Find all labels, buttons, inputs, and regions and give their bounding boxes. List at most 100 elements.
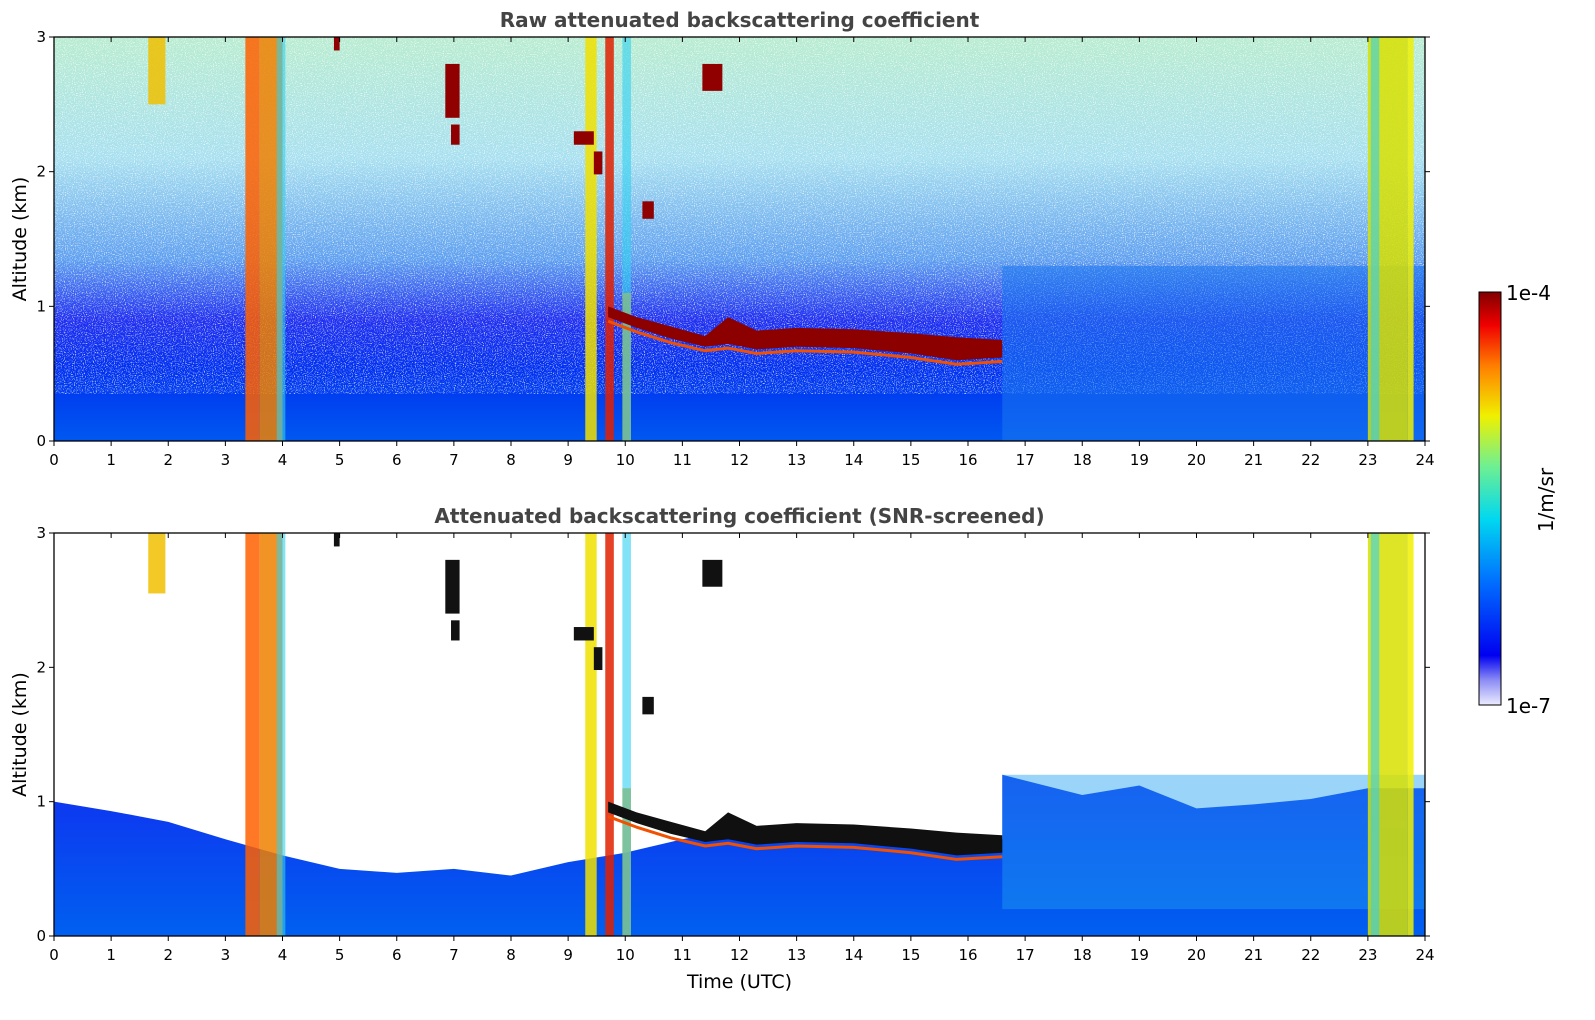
screened-panel-title: Attenuated backscattering coefficient (S… xyxy=(434,504,1044,528)
x-tick-label: 19 xyxy=(1130,946,1149,964)
x-tick-label: 5 xyxy=(335,451,345,469)
y-tick-label: 3 xyxy=(36,28,46,46)
y-tick-label: 0 xyxy=(36,432,46,450)
x-tick-label: 6 xyxy=(392,451,402,469)
x-tick-label: 16 xyxy=(958,946,977,964)
x-tick-label: 2 xyxy=(163,451,173,469)
precip-streak xyxy=(1407,37,1414,441)
cloud-layer xyxy=(608,801,1003,856)
precip-streak-edge xyxy=(276,37,286,441)
precip-streak xyxy=(148,37,166,105)
elevated-cloud xyxy=(702,63,723,91)
x-axis-label: Time (UTC) xyxy=(686,971,792,993)
x-tick-label: 17 xyxy=(1016,946,1035,964)
x-tick-label: 18 xyxy=(1073,451,1092,469)
screened-heatmap xyxy=(54,533,1425,936)
x-tick-label: 21 xyxy=(1244,946,1263,964)
elevated-cloud xyxy=(593,151,603,175)
cloud-base-edge xyxy=(607,319,1003,366)
x-tick-label: 22 xyxy=(1301,946,1320,964)
elevated-cloud xyxy=(333,37,340,51)
x-tick-label: 10 xyxy=(616,946,635,964)
precip-streak-edge xyxy=(276,533,286,936)
elevated-cloud xyxy=(333,533,340,547)
x-tick-label: 7 xyxy=(449,451,459,469)
raw-backscatter-panel: Raw attenuated backscattering coefficien… xyxy=(9,8,1435,469)
y-tick-label: 1 xyxy=(36,297,46,315)
x-tick-label: 18 xyxy=(1073,946,1092,964)
x-tick-label: 0 xyxy=(49,451,59,469)
screened-y-axis-label: Altitude (km) xyxy=(9,672,31,797)
raw-panel-title: Raw attenuated backscattering coefficien… xyxy=(500,8,980,32)
x-tick-label: 4 xyxy=(278,946,288,964)
x-tick-label: 9 xyxy=(563,946,573,964)
y-tick-label: 1 xyxy=(36,793,46,811)
precip-streak xyxy=(245,533,260,936)
x-tick-label: 10 xyxy=(616,451,635,469)
x-tick-label: 22 xyxy=(1301,451,1320,469)
x-tick-label: 8 xyxy=(506,451,516,469)
colorbar-unit-label: 1/m/sr xyxy=(1534,467,1558,532)
x-tick-label: 16 xyxy=(958,451,977,469)
x-tick-label: 20 xyxy=(1187,451,1206,469)
precip-streak xyxy=(605,533,614,936)
y-tick-label: 2 xyxy=(36,658,46,676)
x-tick-label: 11 xyxy=(673,451,692,469)
x-tick-label: 19 xyxy=(1130,451,1149,469)
screened-boundary-layer xyxy=(54,774,1425,936)
precip-streak xyxy=(585,533,597,936)
raw-x-ticks: 0 1 2 3 4 5 6 7 8 9 10 11 12 13 14 15 16 17 18 19 20 21 22 23 24 xyxy=(49,37,1435,469)
x-tick-label: 13 xyxy=(787,451,806,469)
x-tick-label: 0 xyxy=(49,946,59,964)
precip-streak-edge xyxy=(622,37,631,441)
elevated-cloud xyxy=(642,696,654,715)
x-tick-label: 23 xyxy=(1358,451,1377,469)
raw-y-ticks: 0 1 2 3 xyxy=(36,28,1430,450)
raw-boundary-layer-right xyxy=(1002,265,1425,441)
cloud-base-edge xyxy=(607,815,1003,861)
y-tick-label: 3 xyxy=(36,524,46,542)
precip-streak xyxy=(605,37,614,441)
elevated-cloud xyxy=(573,131,594,145)
x-tick-label: 17 xyxy=(1016,451,1035,469)
screened-boundary-layer-right xyxy=(1002,774,1425,910)
x-tick-label: 23 xyxy=(1358,946,1377,964)
precip-streak xyxy=(585,37,597,441)
elevated-cloud xyxy=(593,647,603,671)
colorbar-max-label: 1e-4 xyxy=(1506,281,1551,305)
elevated-cloud xyxy=(702,559,723,587)
colorbar: 1e-4 1e-7 1/m/sr xyxy=(1478,281,1558,718)
elevated-cloud xyxy=(445,63,460,118)
x-tick-label: 1 xyxy=(106,946,116,964)
elevated-cloud xyxy=(451,124,460,145)
raw-heatmap xyxy=(54,37,1425,441)
elevated-cloud xyxy=(573,627,594,641)
raw-y-axis-label: Altitude (km) xyxy=(9,177,31,302)
x-tick-label: 14 xyxy=(844,451,863,469)
x-tick-label: 24 xyxy=(1415,451,1434,469)
colorbar-min-label: 1e-7 xyxy=(1506,694,1551,718)
precip-streak-edge xyxy=(622,533,631,936)
x-tick-label: 4 xyxy=(278,451,288,469)
elevated-cloud xyxy=(451,620,460,641)
x-tick-label: 1 xyxy=(106,451,116,469)
precip-streak xyxy=(148,533,166,594)
x-tick-label: 15 xyxy=(901,946,920,964)
x-tick-label: 12 xyxy=(730,946,749,964)
precip-streak xyxy=(1407,533,1414,936)
x-tick-label: 24 xyxy=(1415,946,1434,964)
x-tick-label: 13 xyxy=(787,946,806,964)
x-tick-label: 2 xyxy=(163,946,173,964)
precip-streak-edge xyxy=(1370,533,1380,936)
x-tick-label: 3 xyxy=(221,451,231,469)
screened-x-ticks: 0 1 2 3 4 5 6 7 8 9 10 11 12 13 14 15 16 17 18 19 20 21 22 23 24 xyxy=(49,533,1435,964)
x-tick-label: 14 xyxy=(844,946,863,964)
precip-streak xyxy=(245,37,260,441)
x-tick-label: 20 xyxy=(1187,946,1206,964)
screened-backscatter-panel: Attenuated backscattering coefficient (S… xyxy=(9,504,1435,993)
x-tick-label: 3 xyxy=(221,946,231,964)
x-tick-label: 7 xyxy=(449,946,459,964)
x-tick-label: 21 xyxy=(1244,451,1263,469)
elevated-cloud xyxy=(642,201,654,219)
